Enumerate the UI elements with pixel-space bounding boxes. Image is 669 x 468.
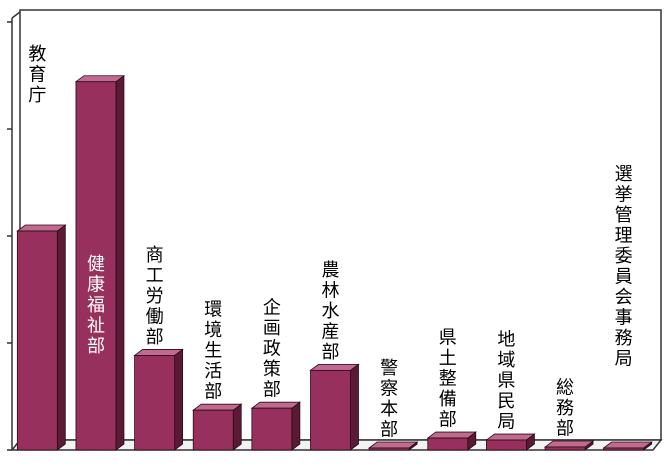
bar-8	[426, 431, 477, 451]
category-label-10: 総務部	[556, 378, 574, 440]
bar-7	[367, 441, 419, 451]
bar-front-face	[251, 407, 293, 451]
bar-6	[309, 363, 360, 451]
bar-top-face	[250, 401, 302, 409]
bar-front-face	[16, 230, 58, 451]
category-label-4: 環境生活部	[204, 300, 222, 403]
bar-side-face	[174, 348, 183, 451]
bar-top-face	[543, 440, 595, 448]
bar-side-face	[56, 224, 66, 451]
category-label-6: 農林水産部	[322, 260, 340, 363]
bar-1	[16, 224, 67, 451]
bar-front-face	[603, 447, 645, 451]
category-label-8: 県土整備部	[439, 328, 457, 431]
category-label-2: 健康福祉部	[87, 254, 105, 357]
bar-front-face	[368, 447, 410, 451]
bar-series	[16, 74, 653, 451]
category-label-3: 商工労働部	[146, 245, 164, 348]
bar-front-face	[486, 439, 527, 451]
bar-side-face	[232, 403, 242, 451]
bar-top-face	[74, 75, 126, 83]
bar-side-face	[115, 74, 125, 451]
bar-top-face	[133, 349, 184, 356]
bar-top-face	[16, 224, 67, 232]
bar-10	[543, 440, 595, 451]
bar-top-face	[426, 431, 477, 439]
category-label-11: 選挙管理委員会事務局	[615, 164, 633, 370]
bar-top-face	[602, 441, 653, 449]
bar-top-face	[367, 441, 419, 449]
bar-top-face	[485, 433, 536, 441]
category-label-1: 教育庁	[28, 44, 46, 106]
bar-4	[192, 403, 243, 451]
bar-top-face	[309, 363, 360, 371]
bar-top-face	[192, 403, 243, 411]
bar-front-face	[192, 409, 234, 451]
bar-front-face	[134, 355, 175, 451]
bar-front-face	[75, 81, 117, 451]
category-label-5: 企画政策部	[263, 298, 281, 401]
category-label-7: 警察本部	[380, 358, 398, 441]
bar-9	[485, 433, 536, 451]
y-axis-top-edge	[11, 11, 21, 19]
category-label-9: 地域県民局	[497, 330, 515, 433]
bar-11	[602, 441, 653, 451]
bar-5	[250, 401, 302, 451]
bar-front-face	[310, 369, 351, 451]
bar-front-face	[427, 437, 469, 451]
bar-3	[133, 348, 184, 451]
bar-front-face	[544, 446, 586, 451]
bar-side-face	[350, 363, 359, 451]
bar-side-face	[291, 401, 301, 451]
bar-2	[74, 74, 126, 451]
